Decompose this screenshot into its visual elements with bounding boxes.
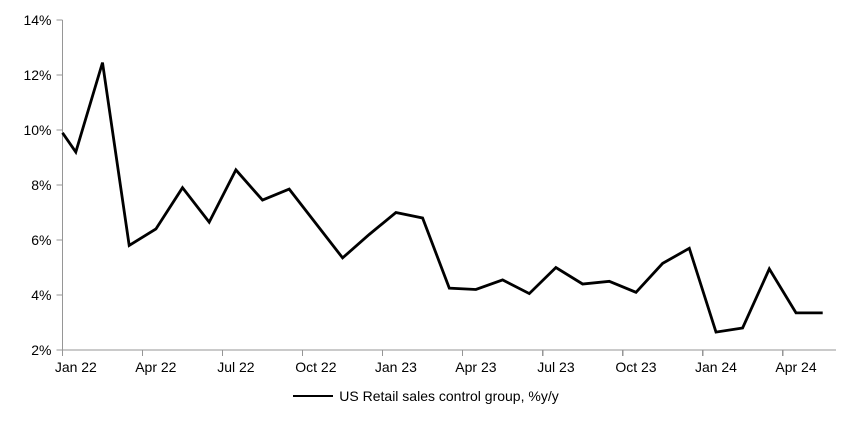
- x-tick-label: Jul 23: [537, 359, 575, 375]
- y-tick-label: 4%: [31, 287, 51, 303]
- legend-label: US Retail sales control group, %y/y: [339, 388, 559, 404]
- x-tick-label: Jan 22: [55, 359, 97, 375]
- y-tick-label: 8%: [31, 177, 51, 193]
- x-tick-label: Jan 23: [375, 359, 417, 375]
- y-tick-label: 12%: [23, 67, 51, 83]
- y-tick-label: 10%: [23, 122, 51, 138]
- x-tick-label: Apr 22: [135, 359, 176, 375]
- legend-line-marker: [293, 395, 334, 397]
- x-tick-label: Apr 23: [455, 359, 496, 375]
- x-tick-label: Jan 24: [695, 359, 737, 375]
- x-tick-label: Apr 24: [775, 359, 816, 375]
- x-tick-label: Jul 22: [217, 359, 255, 375]
- y-tick-label: 6%: [31, 232, 51, 248]
- series-line: [61, 62, 823, 334]
- y-tick-label: 2%: [31, 342, 51, 358]
- y-tick-label: 14%: [23, 12, 51, 28]
- legend: US Retail sales control group, %y/y: [0, 388, 852, 404]
- x-tick-label: Oct 22: [295, 359, 336, 375]
- x-tick-label: Oct 23: [615, 359, 656, 375]
